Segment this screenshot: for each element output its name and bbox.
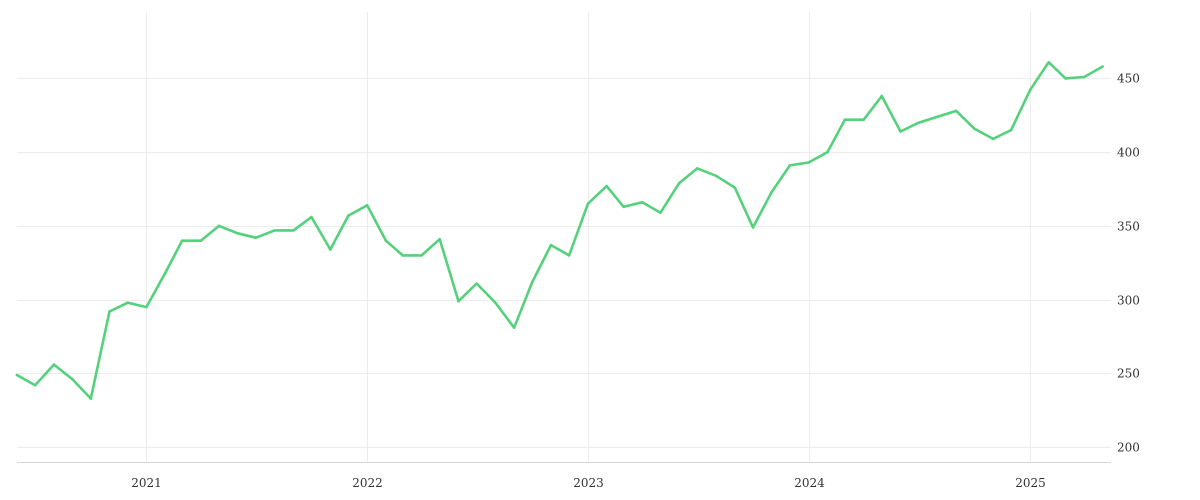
data-point	[862, 118, 865, 121]
data-point	[108, 310, 111, 313]
data-point	[770, 190, 773, 194]
y-tick-label: 400	[1117, 146, 1140, 160]
data-point	[586, 202, 590, 206]
data-point	[33, 384, 37, 387]
data-point	[310, 215, 313, 219]
data-point	[71, 378, 74, 381]
data-point	[899, 130, 902, 133]
y-axis-tick-labels: 200 250 300 350 400 450	[1117, 72, 1140, 455]
data-point	[494, 301, 497, 305]
x-tick-label: 2025	[1015, 476, 1046, 490]
data-point	[52, 363, 56, 366]
x-axis-tick-labels: 2021 2022 2023 2024 2025	[131, 476, 1046, 490]
data-point	[1101, 65, 1104, 68]
data-point	[457, 299, 460, 303]
data-point	[475, 282, 478, 285]
data-point	[384, 239, 388, 242]
data-point	[954, 109, 958, 113]
data-point	[180, 239, 184, 242]
data-point	[788, 164, 792, 167]
data-point	[1047, 60, 1050, 64]
x-tick-label: 2023	[573, 476, 604, 490]
data-point	[347, 214, 350, 217]
y-gridlines	[17, 78, 1111, 448]
data-point	[254, 236, 258, 239]
data-point	[163, 271, 167, 275]
data-point	[1083, 75, 1086, 79]
data-point	[1064, 77, 1067, 80]
y-tick-label: 450	[1117, 72, 1140, 86]
data-point	[1028, 88, 1032, 92]
data-point	[420, 254, 423, 257]
data-point	[917, 121, 920, 124]
data-point	[659, 211, 662, 214]
data-point	[567, 254, 571, 257]
data-point	[531, 280, 534, 284]
data-point	[1009, 128, 1013, 132]
data-point	[991, 137, 995, 141]
data-point	[292, 229, 295, 232]
data-point	[438, 237, 442, 241]
data-point	[15, 373, 19, 377]
data-point	[199, 239, 203, 242]
data-point	[733, 186, 737, 189]
data-point	[236, 232, 239, 235]
data-point	[145, 305, 148, 309]
data-point	[696, 167, 699, 170]
data-point	[605, 184, 608, 188]
data-point	[714, 174, 718, 178]
data-point	[512, 326, 516, 330]
data-point	[936, 115, 939, 119]
y-tick-label: 300	[1117, 294, 1140, 308]
data-point	[807, 161, 810, 164]
data-point	[273, 229, 276, 232]
x-tick-label: 2022	[352, 476, 383, 490]
series-line	[15, 60, 1104, 400]
x-tick-label: 2024	[794, 476, 825, 490]
data-point	[401, 254, 405, 257]
data-point	[622, 205, 625, 209]
data-point	[677, 181, 681, 185]
data-point	[126, 301, 129, 305]
data-point	[329, 248, 332, 251]
data-point	[641, 201, 644, 204]
series-layer	[15, 60, 1104, 400]
y-tick-label: 250	[1117, 367, 1140, 381]
data-point	[880, 94, 884, 98]
data-point	[826, 150, 829, 154]
data-point	[843, 118, 847, 121]
data-point	[89, 397, 93, 400]
y-tick-label: 200	[1117, 441, 1140, 455]
x-gridlines	[146, 12, 1031, 462]
y-tick-label: 350	[1117, 220, 1140, 234]
data-point	[549, 243, 553, 247]
x-tick-label: 2021	[131, 476, 162, 490]
data-point	[973, 127, 976, 130]
data-point	[365, 204, 369, 207]
data-point	[217, 224, 221, 228]
data-point	[751, 226, 755, 229]
